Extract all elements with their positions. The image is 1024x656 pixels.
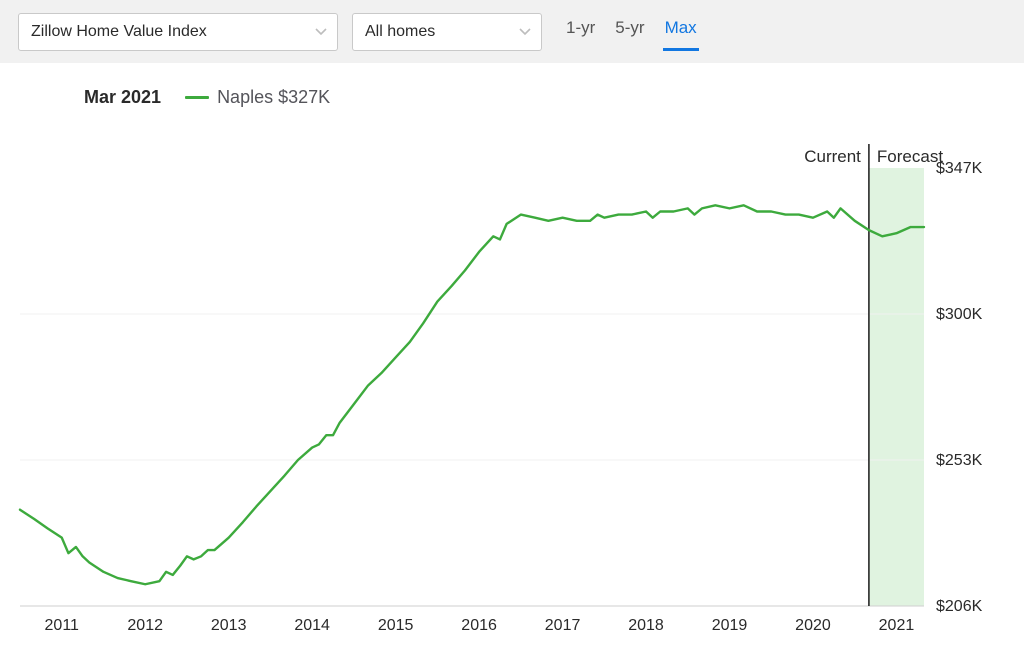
x-tick-label: 2019 — [712, 617, 748, 634]
x-tick-label: 2012 — [127, 617, 163, 634]
legend-series: Naples $327K — [185, 87, 330, 108]
chevron-down-icon — [315, 28, 327, 36]
legend-swatch — [185, 96, 209, 99]
series-line — [20, 205, 924, 584]
legend-date: Mar 2021 — [84, 87, 161, 108]
chevron-down-icon — [519, 28, 531, 36]
y-tick-label: $253K — [936, 452, 983, 469]
home-value-chart: $206K$253K$300K$347K20112012201320142015… — [12, 124, 1008, 644]
tab-5yr[interactable]: 5-yr — [613, 12, 646, 51]
chart-legend: Mar 2021 Naples $327K — [0, 63, 1024, 108]
x-tick-label: 2020 — [795, 617, 831, 634]
x-tick-label: 2017 — [545, 617, 581, 634]
x-tick-label: 2018 — [628, 617, 664, 634]
tab-1yr[interactable]: 1-yr — [564, 12, 597, 51]
x-tick-label: 2013 — [211, 617, 247, 634]
metric-select-value: Zillow Home Value Index — [31, 23, 207, 41]
y-tick-label: $300K — [936, 306, 983, 323]
x-tick-label: 2021 — [879, 617, 915, 634]
tab-max[interactable]: Max — [663, 12, 699, 51]
toolbar: Zillow Home Value Index All homes 1-yr 5… — [0, 0, 1024, 63]
legend-series-label: Naples $327K — [217, 87, 330, 108]
x-tick-label: 2015 — [378, 617, 414, 634]
current-label: Current — [804, 147, 861, 166]
y-tick-label: $206K — [936, 598, 983, 615]
home-type-select-value: All homes — [365, 23, 435, 41]
x-tick-label: 2016 — [461, 617, 497, 634]
home-type-select[interactable]: All homes — [352, 13, 542, 51]
metric-select[interactable]: Zillow Home Value Index — [18, 13, 338, 51]
range-tabs: 1-yr 5-yr Max — [556, 12, 699, 51]
forecast-label: Forecast — [877, 147, 943, 166]
chart-container: $206K$253K$300K$347K20112012201320142015… — [12, 124, 1008, 644]
x-tick-label: 2014 — [294, 617, 330, 634]
x-tick-label: 2011 — [45, 617, 80, 634]
